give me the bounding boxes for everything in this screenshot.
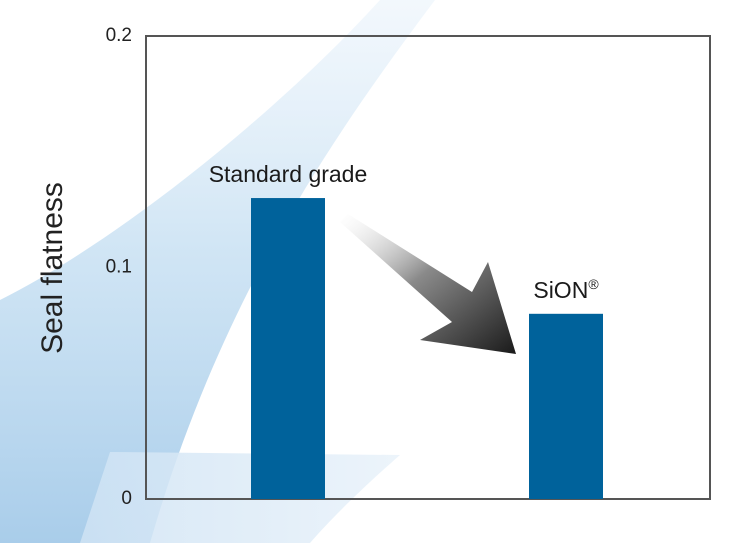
bar-label-text: Standard grade: [209, 161, 368, 187]
bar-labels: Standard grade SiON®: [209, 161, 600, 303]
y-axis-label: Seal flatness: [36, 182, 69, 354]
bars: [251, 198, 603, 500]
y-tick-label: 0.2: [106, 25, 132, 46]
bar: [529, 313, 603, 499]
decrease-arrow: [340, 214, 516, 354]
y-tick-label: 0: [121, 488, 132, 509]
bar: [251, 198, 325, 500]
bar-label-text: SiON: [533, 277, 588, 303]
background-swoosh-arc: [0, 0, 435, 543]
y-tick-label: 0.1: [106, 257, 132, 278]
bar-label: Standard grade: [209, 161, 368, 187]
registered-mark: ®: [588, 276, 599, 292]
y-tick-labels: 0 0.1 0.2: [106, 25, 132, 509]
bar-label: SiON®: [533, 276, 599, 303]
plot-frame: [145, 35, 711, 500]
